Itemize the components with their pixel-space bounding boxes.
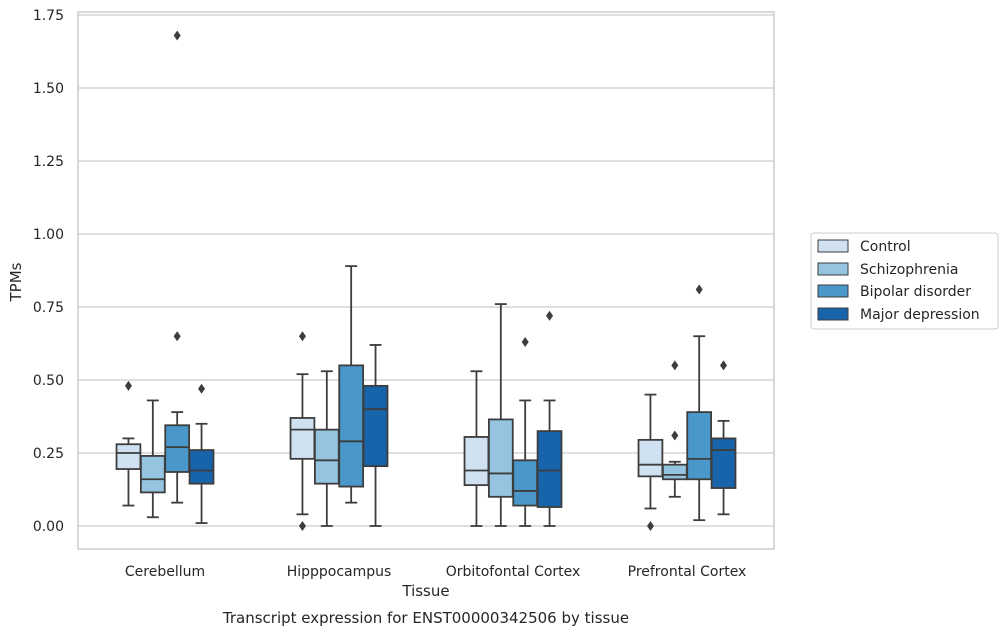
y-tick-label: 1.50 <box>33 81 64 97</box>
box-group <box>313 370 340 527</box>
box <box>313 428 340 485</box>
outlier-point <box>298 521 306 531</box>
outlier-point <box>720 360 728 371</box>
box <box>536 430 563 508</box>
box-group <box>661 360 688 498</box>
outlier-point <box>173 331 181 342</box>
outlier-point <box>173 30 181 41</box>
y-tick-label: 0.25 <box>33 446 64 462</box>
y-tick-label: 0.00 <box>33 519 64 535</box>
outlier-point <box>521 337 529 348</box>
x-axis-title: Tissue <box>401 582 449 600</box>
outlier-point <box>546 310 554 321</box>
chart-caption: Transcript expression for ENST0000034250… <box>222 609 629 627</box>
box <box>338 364 365 488</box>
box <box>362 384 389 468</box>
box-group <box>487 303 514 527</box>
legend-swatch-major-depression <box>817 307 849 321</box>
x-tick-label: Hipppocampus <box>287 564 392 580</box>
legend-label-bipolar-disorder: Bipolar disorder <box>860 284 971 300</box>
box <box>188 449 215 485</box>
box <box>661 463 688 481</box>
outlier-point <box>671 430 679 441</box>
legend-swatch-bipolar-disorder <box>817 284 849 298</box>
box-group <box>463 370 490 527</box>
legend-frame <box>810 232 999 330</box>
outlier-point <box>646 521 654 531</box>
y-axis-title: TPMs <box>7 262 25 302</box>
outlier-point <box>695 284 703 295</box>
box-group <box>115 380 142 507</box>
box <box>487 418 514 498</box>
box <box>463 436 490 487</box>
boxes <box>115 30 737 531</box>
y-tick-label: 1.25 <box>33 154 64 170</box>
box <box>512 459 539 507</box>
y-tick-label: 1.00 <box>33 227 64 243</box>
box <box>637 438 664 478</box>
box <box>289 417 316 460</box>
box <box>164 424 191 473</box>
box-group <box>188 383 215 524</box>
y-tick-label: 0.50 <box>33 373 64 389</box>
legend-label-control: Control <box>860 239 911 255</box>
outlier-point <box>298 331 306 342</box>
box-group <box>637 393 664 531</box>
box <box>139 455 166 494</box>
y-tick-labels: 0.00 0.25 0.50 0.75 1.00 1.25 1.50 1.75 <box>33 8 64 535</box>
box-group <box>536 310 563 527</box>
box-group <box>338 265 365 504</box>
legend-label-schizophrenia: Schizophrenia <box>860 262 958 278</box>
x-tick-label: Prefrontal Cortex <box>628 564 747 580</box>
legend-swatch-schizophrenia <box>817 262 849 276</box>
x-tick-label: Cerebellum <box>125 564 205 580</box>
outlier-point <box>671 360 679 371</box>
box <box>115 443 142 470</box>
box-group <box>289 331 316 531</box>
legend-swatch-control <box>817 239 849 253</box>
box-group <box>686 284 713 522</box>
plot-frame <box>77 11 775 550</box>
y-tick-label: 1.75 <box>33 8 64 24</box>
x-tick-label: Orbitofontal Cortex <box>446 564 581 580</box>
x-tick-labels: Cerebellum Hipppocampus Orbitofontal Corte… <box>125 564 746 580</box>
box-group <box>139 399 166 519</box>
y-tick-label: 0.75 <box>33 300 64 316</box>
box-group <box>164 30 191 504</box>
box-group <box>710 360 737 516</box>
legend: Control Schizophrenia Bipolar disorder M… <box>810 232 999 330</box>
box-group <box>362 344 389 527</box>
box <box>686 411 713 481</box>
box-group <box>512 337 539 527</box>
legend-label-major-depression: Major depression <box>860 307 980 323</box>
outlier-point <box>124 380 132 391</box>
box <box>710 437 737 489</box>
outlier-point <box>198 383 206 394</box>
